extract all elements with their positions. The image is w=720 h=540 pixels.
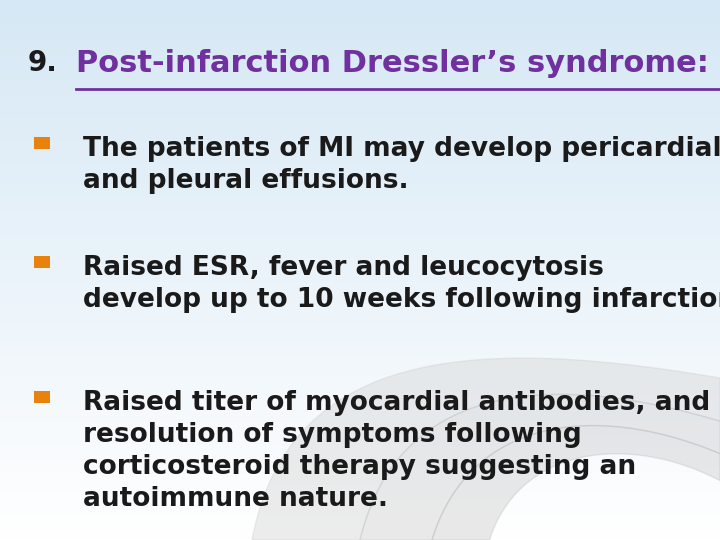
- FancyBboxPatch shape: [34, 256, 50, 268]
- Polygon shape: [252, 358, 720, 540]
- Text: 9.: 9.: [27, 49, 57, 77]
- FancyBboxPatch shape: [34, 137, 50, 149]
- Polygon shape: [360, 394, 720, 540]
- Text: Post-infarction Dressler’s syndrome:: Post-infarction Dressler’s syndrome:: [76, 49, 708, 78]
- Text: The patients of MI may develop pericardial
and pleural effusions.: The patients of MI may develop pericardi…: [83, 136, 720, 194]
- Polygon shape: [432, 426, 720, 540]
- FancyBboxPatch shape: [34, 391, 50, 403]
- Text: Raised titer of myocardial antibodies, and
resolution of symptoms following
cort: Raised titer of myocardial antibodies, a…: [83, 390, 710, 512]
- Text: Raised ESR, fever and leucocytosis
develop up to 10 weeks following infarction.: Raised ESR, fever and leucocytosis devel…: [83, 255, 720, 313]
